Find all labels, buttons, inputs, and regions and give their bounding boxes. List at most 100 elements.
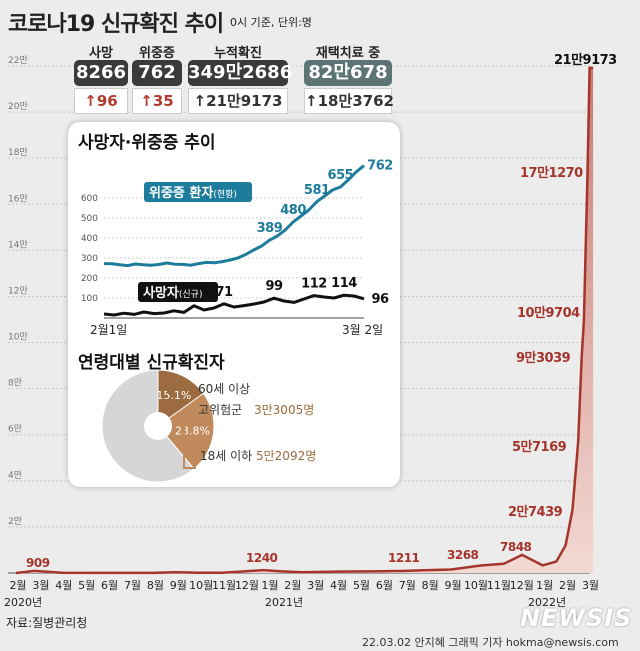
pie-slice: [157, 369, 205, 427]
deaths-tag: [138, 282, 218, 302]
critical-data-label: 762: [367, 159, 393, 174]
critical-data-label: 655: [328, 168, 354, 183]
callout-elderly-count: 3만3005명: [254, 403, 314, 417]
stat-change-critical: ↑35: [132, 88, 182, 114]
inset-y-tick-label: 300: [81, 254, 98, 264]
x-tick-label: 6월: [101, 579, 118, 592]
x-tick-label: 12월: [235, 579, 259, 592]
y-tick-label: 12만: [8, 285, 28, 296]
x-tick-label: 7월: [399, 579, 416, 592]
y-tick-label: 2만: [8, 516, 22, 527]
y-tick-label: 14만: [8, 239, 28, 250]
series-suffix: (신규): [179, 289, 203, 300]
x-tick-label: 2월: [559, 579, 576, 592]
y-tick-label: 18만: [8, 147, 28, 158]
inset-x-label-end: 3월 2일: [342, 323, 383, 337]
stat-change-home-treatment: ↑18만3762: [304, 88, 394, 114]
x-tick-label: 2월: [9, 579, 26, 592]
inset-y-tick-label: 600: [81, 194, 98, 204]
x-tick-label: 11월: [487, 579, 511, 592]
stat-value-deaths: 8266: [74, 60, 128, 86]
deaths-line: [103, 293, 365, 317]
x-tick-label: 5월: [78, 579, 95, 592]
stat-change-deaths: ↑96: [74, 88, 128, 114]
y-tick-label: 8만: [8, 378, 22, 389]
x-tick-label: 4월: [55, 579, 72, 592]
x-tick-label: 1월: [536, 579, 553, 592]
year-label: 2020년: [4, 596, 42, 609]
critical-data-label: 581: [304, 183, 330, 198]
source-note: 자료:질병관리청: [6, 616, 88, 630]
x-tick-label: 5월: [353, 579, 370, 592]
year-label: 2022년: [528, 596, 566, 609]
stat-value-cumulative: 349만2686: [188, 60, 292, 86]
death-data-label: 112: [301, 277, 327, 292]
inset-panel: 사망자·위중증 추이 100 200 300 400 500 600 389 480 581 655…: [68, 122, 400, 487]
stat-change-cumulative: ↑21만9173: [188, 88, 288, 114]
year-label: 2021년: [265, 596, 303, 609]
x-tick-label: 9월: [170, 579, 187, 592]
x-tick-label: 3월: [32, 579, 49, 592]
x-tick-label: 3월: [582, 579, 599, 592]
page-title: 코로나19 신규확진 추이: [8, 12, 224, 37]
x-tick-label: 7월: [124, 579, 141, 592]
pie-slice: [157, 392, 215, 470]
stat-value-home-treatment: 82만678: [304, 60, 392, 86]
y-tick-label: 6만: [8, 424, 22, 435]
data-label-cases: 2만7439: [508, 504, 563, 520]
critical-data-label: 480: [280, 203, 306, 218]
callout-elderly-label: 60세 이상: [198, 382, 250, 396]
callout-line-elderly: [167, 386, 186, 392]
page-subtitle: 0시 기준, 단위:명: [230, 16, 312, 29]
inset-y-tick-label: 400: [81, 234, 98, 244]
callout-line-youth: [183, 421, 196, 469]
x-tick-label: 4월: [330, 579, 347, 592]
x-tick-label: 3월: [307, 579, 324, 592]
series-suffix: (현황): [213, 189, 237, 200]
cases-line: [15, 66, 594, 575]
stat-label-deaths: 사망: [89, 46, 113, 61]
x-tick-label: 9월: [445, 579, 462, 592]
data-label-cases: 7848: [500, 540, 532, 554]
inset-y-tick-label: 100: [81, 294, 98, 304]
pie-center-hole: [144, 412, 172, 440]
data-label-cases: 3268: [447, 548, 479, 562]
critical-data-label: 389: [257, 221, 283, 236]
critical-line: [103, 164, 365, 268]
data-label-cases: 21만9173: [554, 52, 617, 68]
death-data-label: 71: [215, 285, 233, 300]
newsis-logo: NEWSIS: [520, 604, 633, 632]
inset-y-tick-label: 500: [81, 214, 98, 224]
data-label-cases: 909: [26, 556, 50, 570]
death-data-label: 114: [331, 276, 357, 291]
callout-elderly-sublabel: 고위험군: [198, 403, 242, 417]
inset-x-label-start: 2월1일: [90, 323, 127, 337]
y-tick-label: 22만: [8, 55, 28, 66]
y-tick-label: 20만: [8, 101, 28, 112]
pie-percent-label: 15.1%: [156, 389, 191, 402]
x-tick-label: 8월: [422, 579, 439, 592]
y-tick-label: 16만: [8, 193, 28, 204]
y-tick-label: 4만: [8, 470, 22, 481]
line-chart-title: 사망자·위중증 추이: [78, 133, 216, 153]
callout-youth-count: 5만2092명: [256, 449, 316, 463]
x-tick-label: 10월: [189, 579, 213, 592]
data-label-cases: 10만9704: [517, 305, 580, 321]
pie-chart-title: 연령대별 신규확진자: [78, 352, 225, 373]
inset-charts: 사망자·위중증 추이 100 200 300 400 500 600 389 480 581655…: [78, 133, 393, 483]
inset-y-tick-label: 200: [81, 274, 98, 284]
x-tick-label: 6월: [376, 579, 393, 592]
stat-value-critical: 762: [132, 60, 182, 86]
data-label-cases: 1211: [388, 551, 420, 565]
callout-youth-label: 18세 이하: [200, 449, 252, 463]
data-label-cases: 5만7169: [512, 439, 567, 455]
data-label-cases: 9만3039: [516, 350, 571, 366]
death-data-label: 99: [265, 279, 283, 294]
stat-label-critical: 위중증: [139, 46, 175, 61]
x-tick-label: 8월: [147, 579, 164, 592]
data-label-cases: 17만1270: [520, 165, 583, 181]
pie-percent-label: 23.8%: [175, 424, 210, 437]
stat-label-cumulative: 누적확진: [214, 46, 262, 61]
credit-line: 22.03.02 안지혜 그래픽 기자 hokma@newsis.com: [362, 636, 619, 649]
